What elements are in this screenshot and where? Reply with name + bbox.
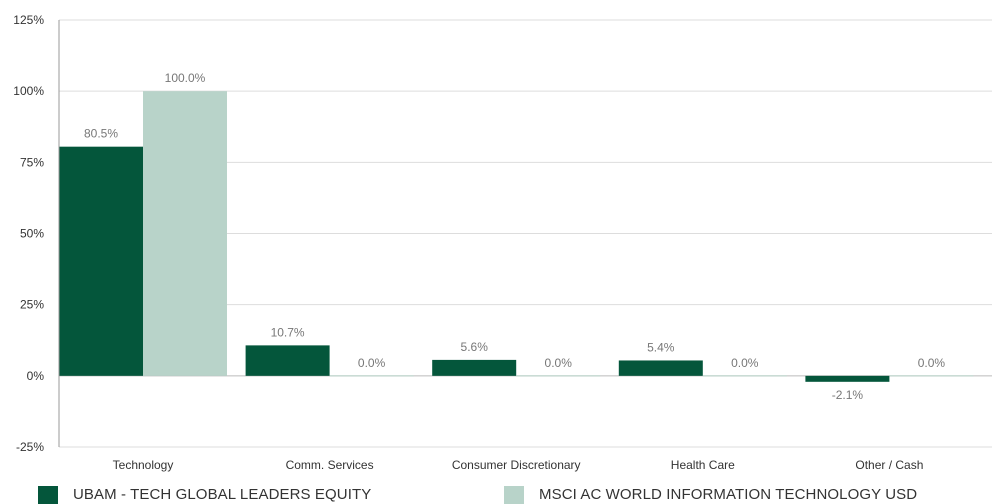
x-category-label: Technology bbox=[113, 458, 174, 472]
y-tick-label: 75% bbox=[20, 155, 44, 169]
x-category-label: Other / Cash bbox=[855, 458, 923, 472]
y-axis-ticks: 125% 100% 75% 50% 25% 0% -25% bbox=[13, 13, 44, 454]
y-tick-label: 125% bbox=[13, 13, 44, 27]
data-label: 5.6% bbox=[461, 340, 489, 354]
bar bbox=[432, 359, 517, 376]
y-tick-label: 0% bbox=[27, 369, 45, 383]
data-label: 0.0% bbox=[358, 356, 386, 370]
data-labels: 80.5% 100.0% 10.7% 0.0% 5.6% 0.0% 5.4% 0.0% -2.1… bbox=[84, 71, 945, 402]
x-axis-categories: Technology Comm. Services Consumer Discret… bbox=[113, 458, 924, 472]
bar bbox=[889, 375, 974, 377]
data-label: 0.0% bbox=[918, 356, 946, 370]
y-tick-label: 100% bbox=[13, 84, 44, 98]
y-tick-label: 25% bbox=[20, 298, 44, 312]
bar bbox=[516, 375, 601, 377]
bar bbox=[143, 91, 227, 376]
bar bbox=[329, 375, 414, 377]
bar bbox=[618, 360, 703, 376]
bar bbox=[702, 375, 787, 377]
legend-item-ubam: UBAM - TECH GLOBAL LEADERS EQUITY bbox=[38, 486, 371, 504]
chart: 80.5% 100.0% 10.7% 0.0% 5.6% 0.0% 5.4% 0.0% -2.1… bbox=[13, 13, 992, 472]
bar bbox=[59, 146, 143, 376]
x-category-label: Health Care bbox=[671, 458, 735, 472]
data-label: 0.0% bbox=[545, 356, 573, 370]
x-category-label: Consumer Discretionary bbox=[452, 458, 581, 472]
data-label: 100.0% bbox=[165, 71, 206, 85]
legend-swatch-ubam bbox=[38, 486, 58, 504]
data-label: 80.5% bbox=[84, 127, 118, 141]
data-label: -2.1% bbox=[832, 388, 864, 402]
legend: UBAM - TECH GLOBAL LEADERS EQUITY MSCI A… bbox=[0, 486, 998, 504]
x-category-label: Comm. Services bbox=[286, 458, 374, 472]
legend-item-msci: MSCI AC WORLD INFORMATION TECHNOLOGY USD bbox=[504, 486, 917, 504]
bars bbox=[59, 91, 974, 382]
data-label: 5.4% bbox=[647, 340, 675, 354]
data-label: 10.7% bbox=[271, 325, 305, 339]
data-label: 0.0% bbox=[731, 356, 759, 370]
legend-label-ubam: UBAM - TECH GLOBAL LEADERS EQUITY bbox=[73, 486, 372, 503]
legend-label-msci: MSCI AC WORLD INFORMATION TECHNOLOGY USD bbox=[539, 486, 918, 503]
y-tick-label: -25% bbox=[16, 440, 44, 454]
y-tick-label: 50% bbox=[20, 227, 44, 241]
bar bbox=[805, 375, 890, 382]
legend-swatch-msci bbox=[504, 486, 524, 504]
bar bbox=[245, 345, 330, 376]
